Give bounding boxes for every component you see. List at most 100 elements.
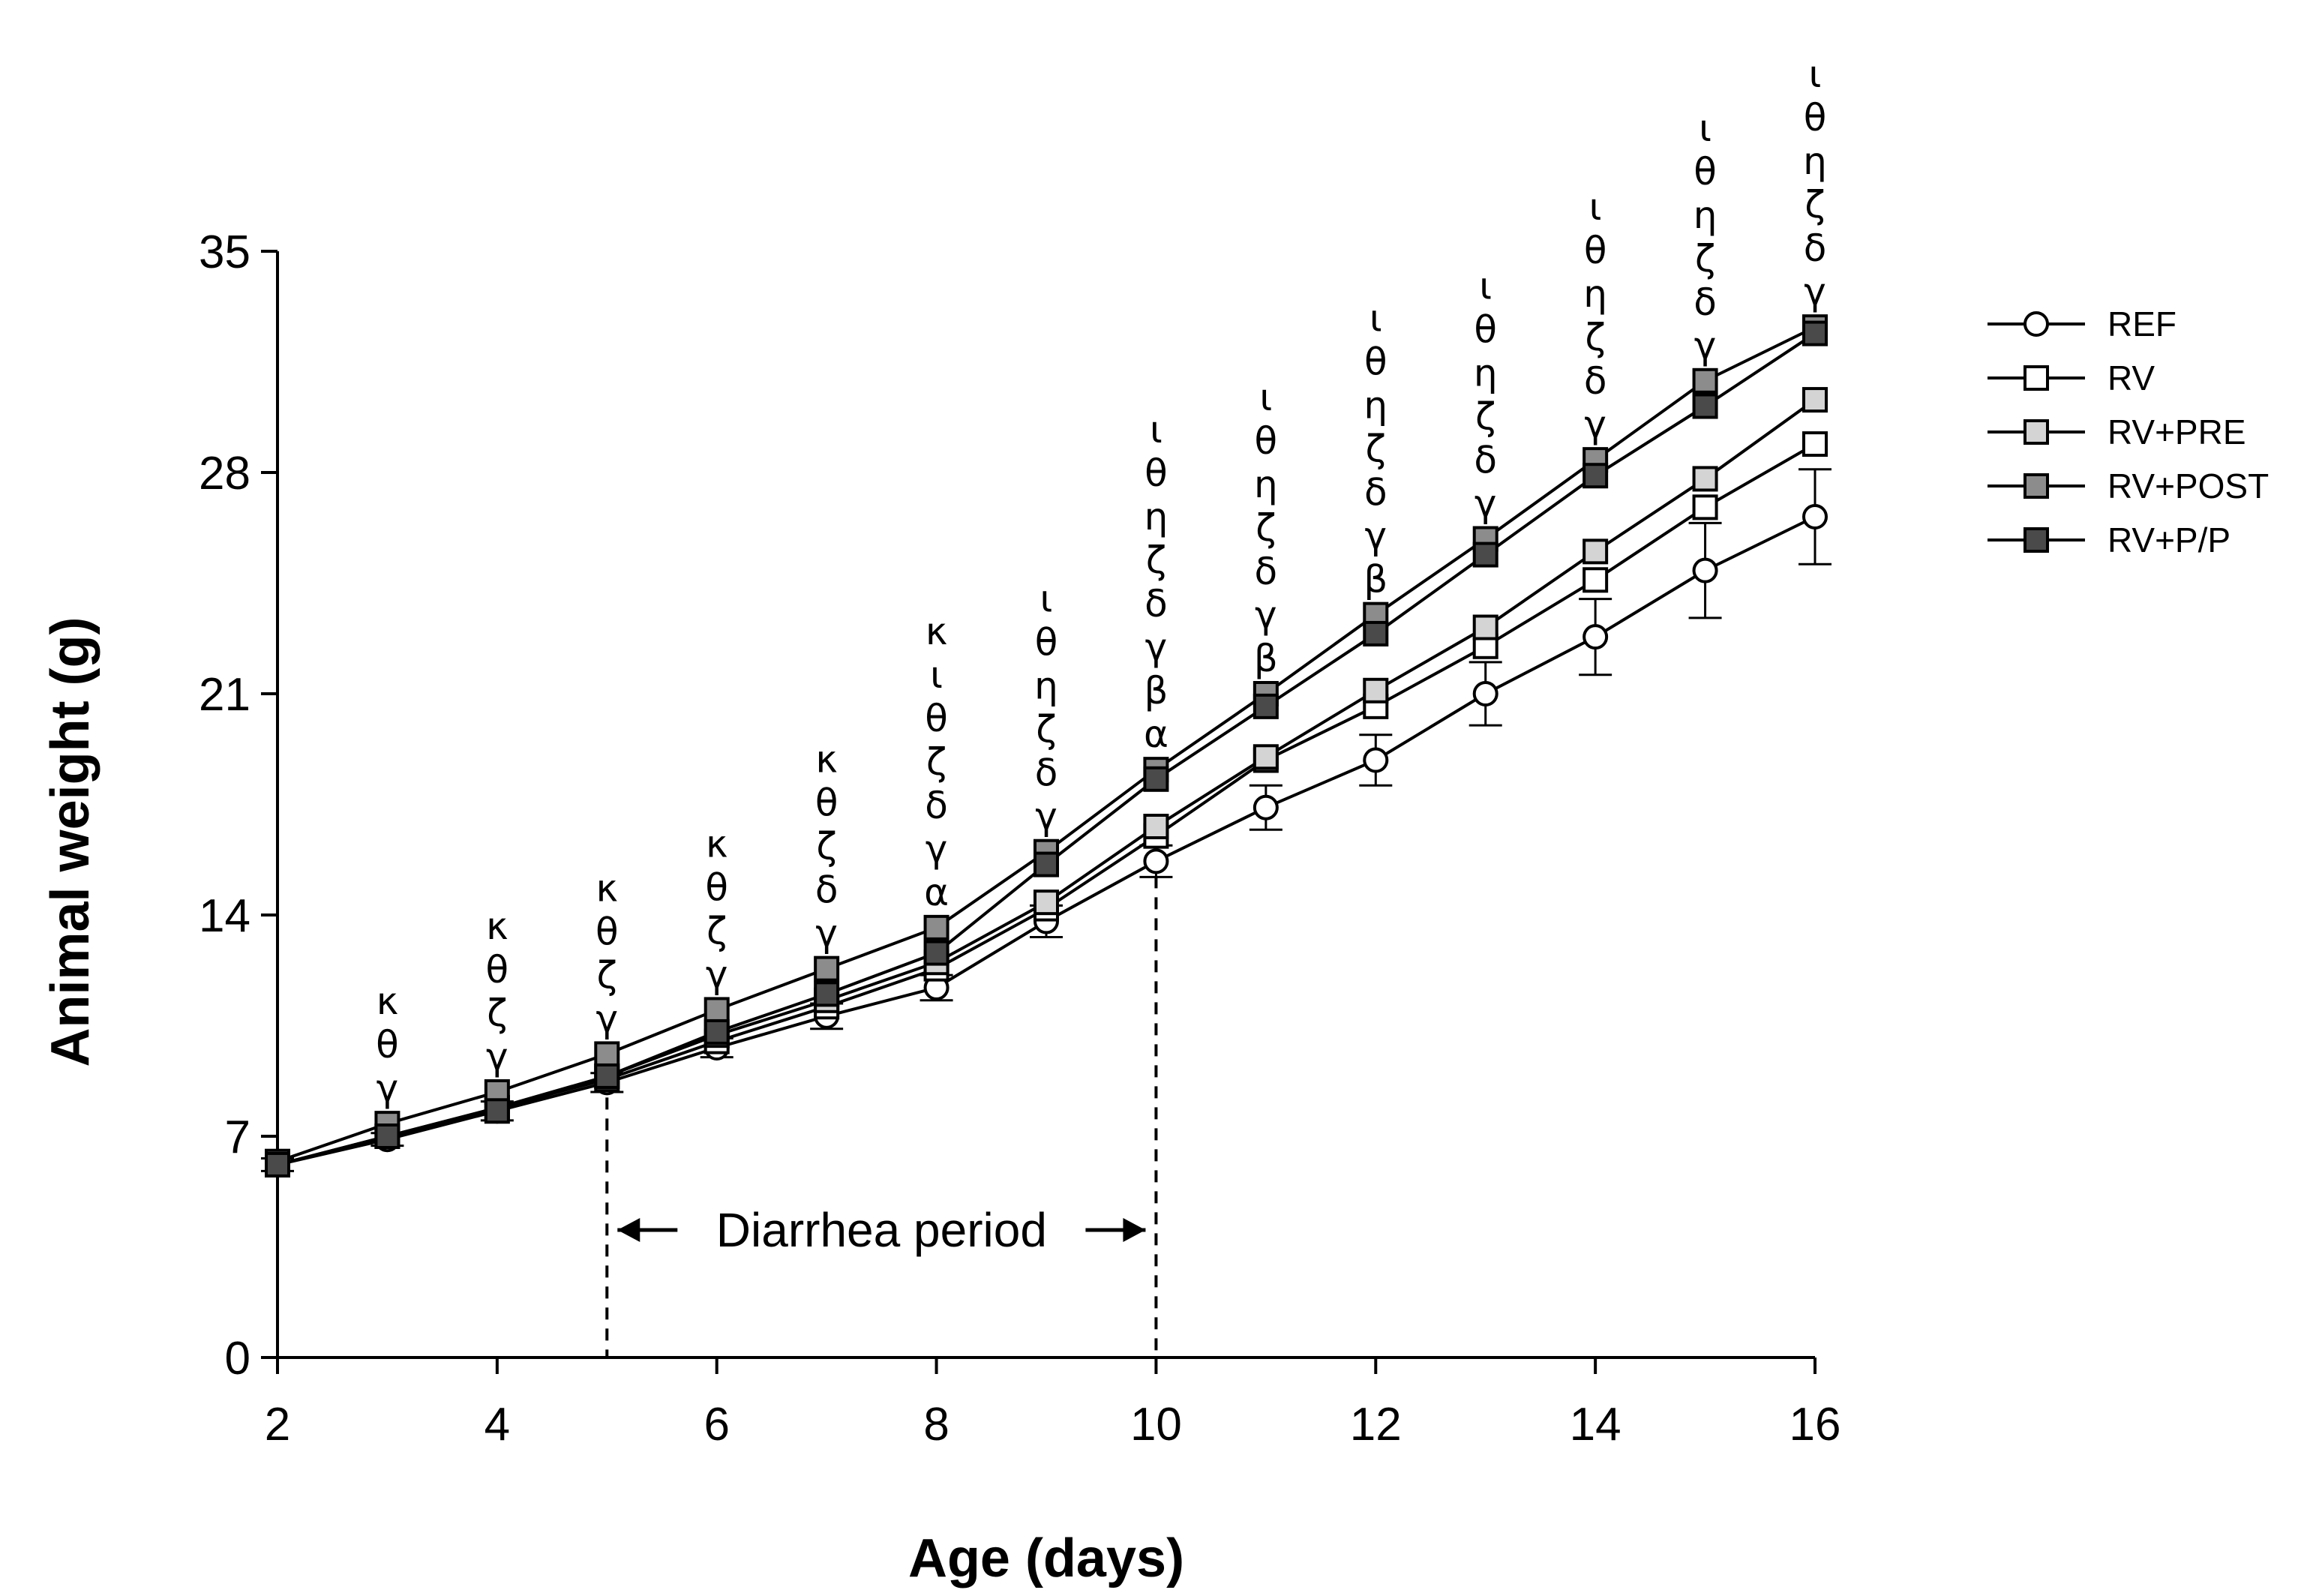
significance-letter: ζ <box>597 953 617 997</box>
x-tick-label: 8 <box>923 1399 949 1450</box>
significance-letter: θ <box>1804 96 1827 140</box>
significance-letter: γ <box>376 1066 399 1110</box>
significance-letter: θ <box>815 782 838 825</box>
significance-letter: δ <box>1694 280 1717 324</box>
legend-marker-rv-p-p <box>2024 527 2049 553</box>
significance-letter: γ <box>706 952 728 996</box>
significance-letter: γ <box>1584 403 1606 446</box>
data-point-rv-pre <box>1363 677 1389 704</box>
significance-letter: ζ <box>1036 708 1056 752</box>
data-point-rv-post <box>923 914 950 940</box>
significance-letter: α <box>924 871 949 914</box>
significance-letter: θ <box>705 866 728 909</box>
significance-letter: κ <box>815 738 837 782</box>
significance-letter: η <box>1034 664 1058 708</box>
data-point-rv-pre <box>1802 387 1828 413</box>
significance-letter: γ <box>926 827 948 871</box>
x-tick-label: 2 <box>265 1399 290 1450</box>
x-tick-label: 14 <box>1570 1399 1622 1450</box>
significance-letter: γ <box>815 912 838 956</box>
data-point-rv-p-p <box>1034 851 1059 878</box>
significance-letter: δ <box>1364 471 1388 514</box>
significance-letter: ι <box>1699 106 1712 150</box>
x-tick-label: 4 <box>484 1399 510 1450</box>
significance-letter: ι <box>1040 578 1053 621</box>
y-axis-title: Animal weight (g) <box>40 617 100 1067</box>
data-point-rv-p-p <box>594 1063 620 1089</box>
significance-letter: β <box>1364 558 1388 602</box>
significance-letter: γ <box>1804 270 1826 314</box>
significance-letter: ι <box>1809 52 1822 96</box>
data-point-rv-post <box>704 997 730 1023</box>
significance-letter: δ <box>1474 439 1497 482</box>
significance-letter: ζ <box>1804 183 1825 226</box>
x-tick-label: 6 <box>704 1399 729 1450</box>
legend-label-rv-post: RV+POST <box>2108 466 2269 506</box>
significance-letter: η <box>1694 194 1718 237</box>
data-point-rv-p-p <box>1582 463 1609 489</box>
significance-letter: δ <box>1035 752 1058 795</box>
data-point-ref <box>1802 504 1828 530</box>
significance-letter: ζ <box>1475 395 1496 439</box>
significance-letter: η <box>1364 384 1388 428</box>
data-point-rv <box>1802 431 1828 458</box>
significance-letter: ζ <box>1256 506 1276 550</box>
data-point-rv-p-p <box>1363 620 1389 646</box>
data-point-ref <box>1692 557 1718 584</box>
significance-letter: ι <box>1370 297 1382 340</box>
data-point-rv-pre <box>1582 538 1609 565</box>
significance-letter: ζ <box>487 992 507 1035</box>
period-arrow-right-head <box>1123 1218 1146 1242</box>
data-point-rv-p-p <box>814 981 840 1007</box>
data-point-ref <box>1472 681 1498 706</box>
significance-letter: β <box>1144 669 1168 712</box>
significance-letter: ι <box>930 653 943 697</box>
significance-letter: δ <box>1804 226 1827 270</box>
significance-letter: γ <box>1364 514 1387 558</box>
y-tick-label: 21 <box>199 669 250 721</box>
significance-letter: θ <box>376 1023 399 1066</box>
significance-letter: θ <box>1694 150 1717 194</box>
significance-letter: κ <box>596 866 618 910</box>
significance-letter: δ <box>1584 359 1607 403</box>
significance-letter: ζ <box>1695 237 1715 280</box>
x-tick-label: 12 <box>1350 1399 1402 1450</box>
significance-letter: θ <box>1364 340 1388 384</box>
legend-label-ref: REF <box>2108 304 2176 344</box>
legend-label-rv: RV <box>2108 358 2155 398</box>
period-arrow-left-head <box>617 1218 640 1242</box>
y-tick-label: 28 <box>199 448 250 500</box>
significance-letter: κ <box>486 904 508 948</box>
data-point-ref <box>1143 848 1169 874</box>
y-tick-label: 0 <box>225 1333 250 1384</box>
legend-marker-rv-post <box>2024 473 2049 499</box>
significance-letter: γ <box>1145 626 1168 669</box>
data-point-rv <box>1582 567 1609 593</box>
significance-letter: κ <box>926 610 947 653</box>
significance-letter: η <box>1144 495 1168 538</box>
data-point-rv-post <box>1692 368 1718 394</box>
legend-marker-rv-pre <box>2024 419 2049 445</box>
data-point-rv-pre <box>1252 744 1279 770</box>
significance-letter: ι <box>1259 376 1272 419</box>
significance-letter: ζ <box>817 825 837 868</box>
significance-letter: θ <box>486 948 509 992</box>
significance-letter: ι <box>1150 408 1162 452</box>
significance-letter: η <box>1583 272 1607 316</box>
data-point-rv-p-p <box>1143 766 1169 792</box>
significance-letter: γ <box>1474 482 1497 526</box>
significance-letter: κ <box>706 822 728 866</box>
legend-label-rv-p-p: RV+P/P <box>2108 520 2230 560</box>
significance-letter: δ <box>815 868 838 912</box>
significance-letter: ζ <box>926 740 946 784</box>
x-tick-label: 16 <box>1790 1399 1841 1450</box>
significance-letter: δ <box>1255 550 1278 593</box>
data-point-rv-p-p <box>265 1151 290 1178</box>
significance-letter: θ <box>1584 229 1607 272</box>
significance-letter: θ <box>1255 419 1278 463</box>
significance-letter: γ <box>1255 593 1277 637</box>
data-point-rv-post <box>814 956 840 982</box>
significance-letter: θ <box>1144 452 1168 495</box>
significance-letter: δ <box>1144 582 1168 626</box>
